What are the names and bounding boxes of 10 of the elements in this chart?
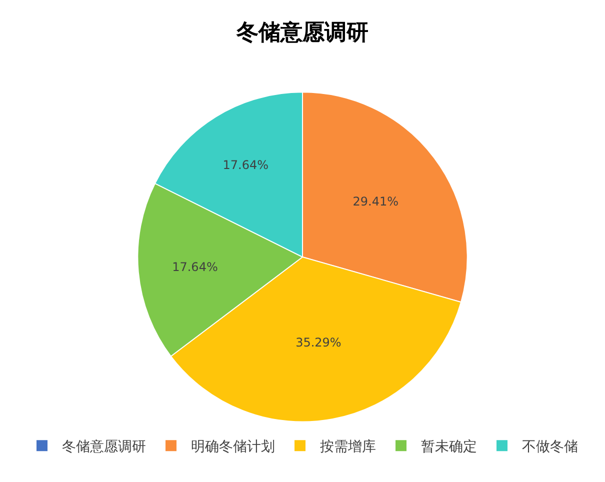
data-label: 35.29% <box>296 335 342 350</box>
data-label: 17.64% <box>172 260 218 274</box>
legend-label: 明确冬储计划 <box>191 439 275 456</box>
chart-title: 冬储意愿调研 <box>236 20 368 46</box>
legend-label: 暂未确定 <box>421 439 477 456</box>
legend-label: 不做冬储 <box>522 439 578 456</box>
data-label: 17.64% <box>222 158 269 172</box>
legend-label: 按需增库 <box>320 439 376 456</box>
data-label: 29.41% <box>352 194 399 209</box>
legend-label: 冬储意愿调研 <box>62 439 146 456</box>
